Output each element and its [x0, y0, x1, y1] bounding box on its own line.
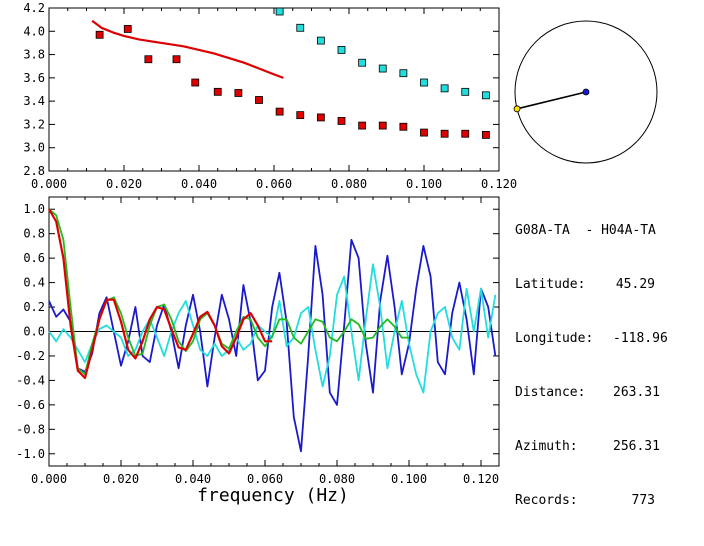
x-tick-label: 0.100 — [406, 177, 442, 191]
info-row-latitude: Latitude: 45.29 — [515, 276, 656, 294]
info-value: 45.29 — [615, 277, 655, 292]
y-tick-label: 3.6 — [23, 71, 45, 85]
azimuth-line — [516, 91, 587, 110]
info-row-azimuth: Azimuth: 256.31 — [515, 438, 660, 456]
y-tick-label: 0.0 — [23, 325, 45, 339]
red-series-line — [48, 208, 273, 380]
station-info-panel: G08A-TA - H04A-TA Latitude: 45.29 Longitu… — [515, 186, 668, 546]
red-data-point — [378, 121, 387, 130]
info-label: Records: — [515, 493, 578, 508]
cyan-data-point — [440, 84, 449, 93]
x-tick-label: 0.020 — [103, 472, 139, 486]
red-data-point — [440, 129, 449, 138]
y-tick-label: 0.6 — [23, 251, 45, 265]
y-tick-label: 0.4 — [23, 276, 45, 290]
info-row-distance: Distance: 263.31 — [515, 384, 660, 402]
y-tick-label: 4.0 — [23, 24, 45, 38]
blue-series-line — [48, 238, 497, 453]
azimuth-ring — [514, 20, 658, 164]
red-data-point — [275, 107, 284, 116]
cyan-data-point — [358, 58, 367, 67]
info-row-records: Records: 773 — [515, 492, 656, 510]
x-tick-label: 0.040 — [181, 177, 217, 191]
y-tick-label: 3.4 — [23, 94, 45, 108]
plot-canvas: 0.000 0.020 0.040 0.060 0.080 0.100 0.120 2.8 3.… — [16, 1, 658, 506]
cyan-data-point — [316, 36, 325, 45]
info-label: Distance: — [515, 385, 586, 400]
red-data-point — [337, 117, 346, 125]
red-data-point — [213, 87, 222, 96]
y-tick-label: 2.8 — [23, 164, 45, 178]
y-tick-label: 3.8 — [23, 48, 45, 62]
cyan-data-point — [337, 46, 346, 54]
info-row-longitude: Longitude: -118.96 — [515, 330, 668, 348]
cyan-data-point — [296, 23, 305, 32]
dispersion-plot: 0.000 0.020 0.040 0.060 0.080 0.100 0.120 2.8 3.… — [23, 1, 517, 191]
y-tick-label: -0.8 — [16, 422, 45, 436]
red-data-point — [316, 113, 325, 122]
info-value: 773 — [631, 493, 655, 508]
x-tick-label: 0.060 — [247, 472, 283, 486]
x-tick-label: 0.120 — [463, 472, 499, 486]
cyan-data-point — [461, 87, 470, 96]
cyan-data-point — [275, 7, 284, 16]
cyan-data-point — [420, 78, 428, 87]
red-data-point — [461, 129, 470, 138]
info-label: Azimuth: — [515, 439, 578, 454]
x-tick-label: 0.000 — [31, 472, 67, 486]
red-series-line — [91, 19, 284, 79]
y-tick-label: -0.2 — [16, 349, 45, 363]
x-tick-label: 0.080 — [331, 177, 367, 191]
y-tick-label: 1.0 — [23, 202, 45, 216]
y-tick-label: 0.8 — [23, 227, 45, 241]
cyan-data-point — [399, 69, 408, 78]
info-value: 263.31 — [613, 385, 660, 400]
red-data-point — [399, 122, 408, 131]
y-tick-label: 3.2 — [23, 117, 45, 131]
station-center-dot — [582, 88, 590, 96]
x-axis-label: frequency (Hz) — [197, 485, 349, 506]
red-data-point — [191, 78, 200, 87]
cyan-data-point — [378, 64, 387, 73]
red-data-point — [95, 30, 104, 39]
cyan-series-line — [48, 263, 497, 394]
red-data-point — [481, 131, 490, 139]
x-tick-label: 0.020 — [106, 177, 142, 191]
x-tick-label: 0.060 — [256, 177, 292, 191]
x-tick-label: 0.080 — [319, 472, 355, 486]
red-data-point — [234, 89, 243, 97]
red-data-point — [358, 121, 367, 130]
info-value: -118.96 — [613, 331, 668, 346]
red-data-point — [420, 128, 428, 137]
info-value: 256.31 — [613, 439, 660, 454]
red-data-point — [255, 96, 263, 104]
x-tick-label: 0.000 — [31, 177, 67, 191]
red-data-point — [296, 111, 305, 120]
red-data-point — [172, 55, 181, 64]
info-label: Longitude: — [515, 331, 594, 346]
x-tick-label: 0.100 — [391, 472, 427, 486]
y-tick-label: -1.0 — [16, 447, 45, 461]
azimuth-end-dot — [513, 105, 521, 113]
plot-stage: 0.000 0.020 0.040 0.060 0.080 0.100 0.120 2.8 3.… — [16, 1, 668, 508]
info-label: Latitude: — [515, 277, 586, 292]
station-pair: G08A-TA - H04A-TA — [515, 223, 656, 238]
red-data-point — [123, 25, 132, 33]
y-tick-label: 4.2 — [23, 1, 45, 15]
y-tick-label: 3.0 — [23, 141, 45, 155]
y-tick-label: -0.4 — [16, 373, 45, 387]
x-tick-label: 0.040 — [175, 472, 211, 486]
red-data-point — [144, 55, 153, 64]
x-tick-label: 0.120 — [481, 177, 517, 191]
azimuth-circle — [513, 20, 658, 164]
cyan-data-point — [481, 91, 490, 100]
y-tick-label: -0.6 — [16, 398, 45, 412]
correlation-plot: 0.000 0.020 0.040 0.060 0.080 0.100 0.120 -1.0 -… — [16, 196, 500, 486]
y-tick-label: 0.2 — [23, 300, 45, 314]
